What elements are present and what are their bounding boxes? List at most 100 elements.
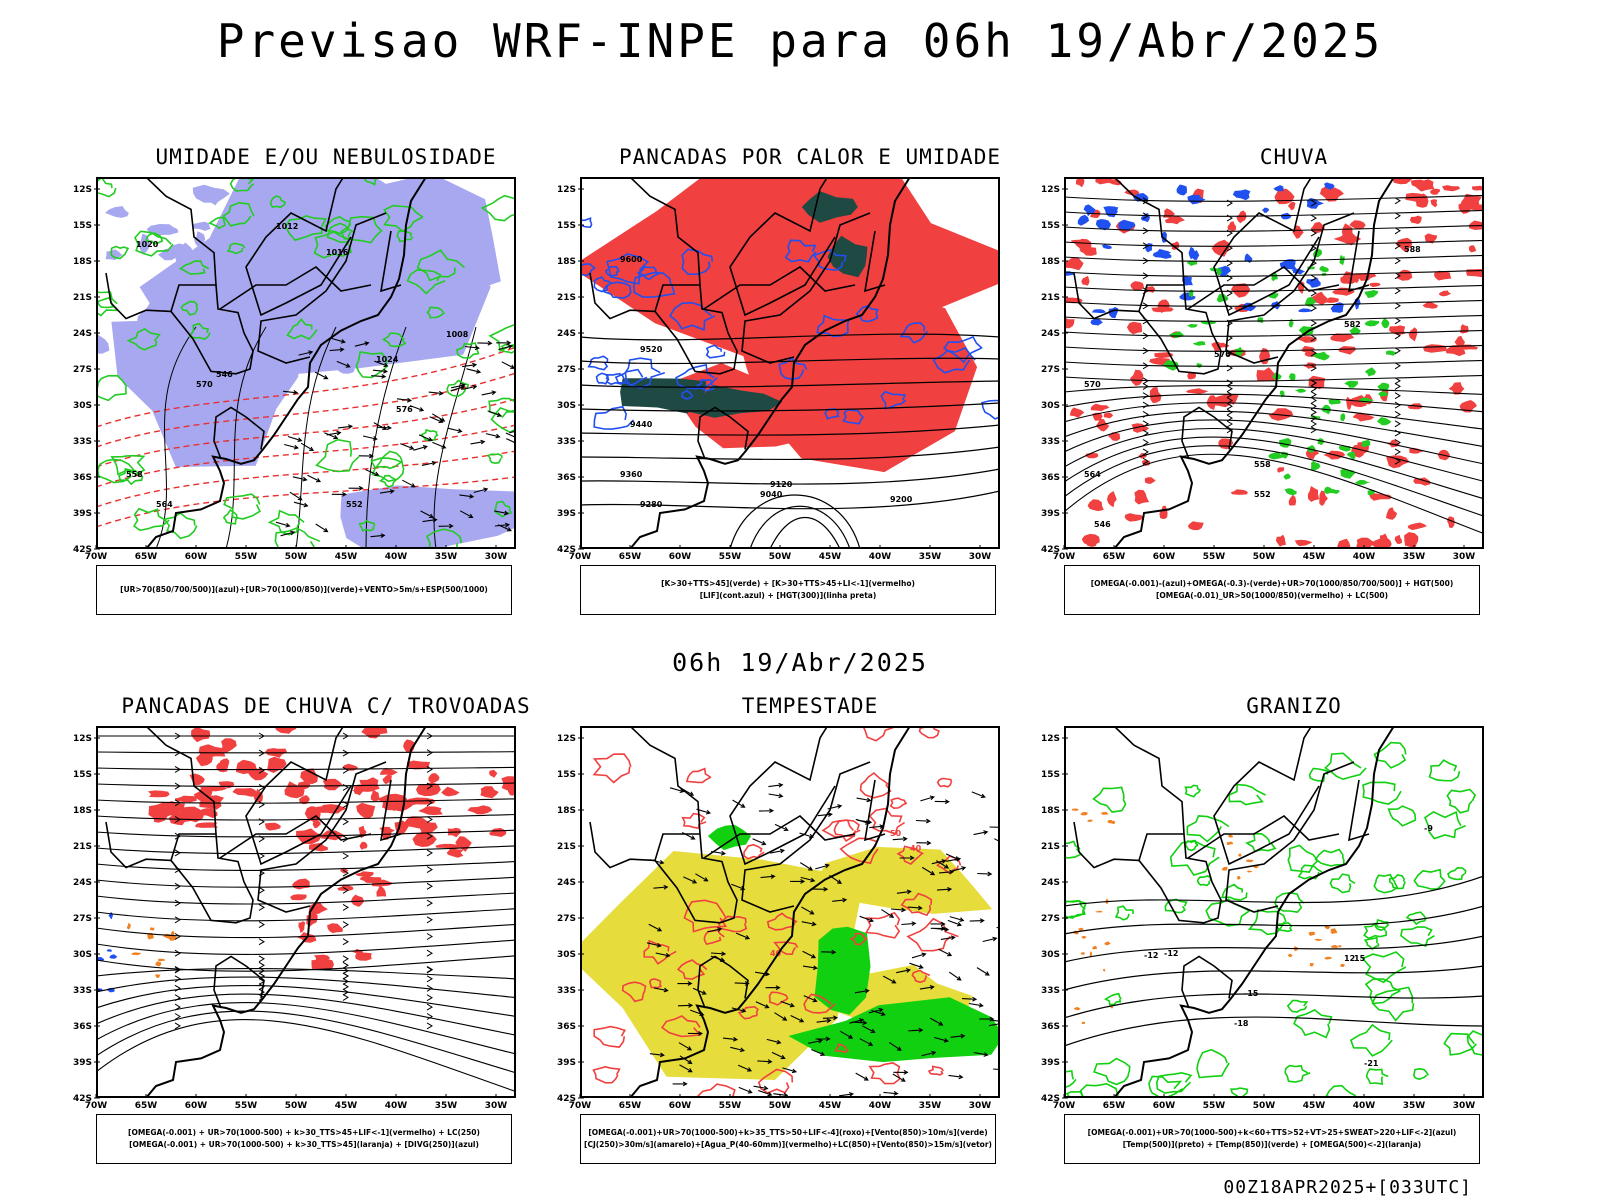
streamline	[96, 1010, 516, 1074]
flow-arrow	[1142, 197, 1149, 205]
rain-area	[1294, 539, 1313, 547]
lifted-index-contour	[587, 355, 609, 371]
flow-arrow	[258, 818, 265, 826]
lat-tick-label: 21S	[1041, 293, 1060, 303]
panel-title: PANCADAS DE CHUVA C/ TROVOADAS	[121, 694, 531, 718]
country-border	[703, 814, 856, 859]
map-umidade[interactable]: 1012 1016 1020 1024 1008 576 570 564 558 552 546 12…	[73, 177, 516, 562]
temperature-850-contour	[1164, 898, 1188, 914]
thunderstorm-area	[376, 885, 387, 897]
contour-label: 1008	[446, 330, 469, 339]
temperature-850-contour	[1314, 848, 1345, 867]
precipitable-water-contour	[593, 1025, 626, 1048]
thunderstorm-area	[370, 789, 380, 802]
flow-arrow	[1142, 272, 1149, 280]
wind-vector	[653, 884, 669, 890]
lat-tick-label: 39S	[557, 509, 576, 519]
thunderstorm-area	[147, 790, 170, 798]
wind-vector	[803, 995, 818, 1003]
low-level-humidity-contour	[180, 300, 198, 316]
legend-line: [K>30+TTS>45](verde) + [K>30+TTS>45+LI<-…	[661, 579, 915, 588]
country-border	[697, 406, 749, 460]
contour-label: 9520	[640, 345, 663, 354]
temperature-850-contour	[1363, 936, 1380, 951]
contour-label: 9280	[640, 500, 663, 509]
wind-vector	[677, 981, 693, 986]
wind-vector	[934, 799, 950, 805]
country-border	[145, 177, 217, 286]
temperature-850-contour	[1293, 1008, 1333, 1039]
map-chuva[interactable]: 588 582 576 570 564 558 552 546 12S 15S 18S 21S 24S 2…	[1041, 177, 1484, 562]
omega-500-area	[1102, 968, 1106, 972]
temperature-500-contour	[1064, 1016, 1484, 1047]
panel-title: CHUVA	[1259, 145, 1329, 169]
wind-vector	[679, 1064, 693, 1073]
low-level-humidity-contour	[269, 195, 287, 208]
temperature-850-contour	[1245, 832, 1277, 853]
low-level-humidity-contour	[267, 509, 305, 536]
rain-area	[1394, 534, 1402, 544]
legend-line: [OMEGA(-0.001) + UR>70(1000-500) + k>30_…	[129, 1140, 479, 1149]
wind-vector	[487, 410, 502, 417]
thunderstorm-area	[374, 726, 388, 735]
map-frame	[1064, 726, 1484, 1098]
panel-granizo: GRANIZO -9 -12 -12 -15 -18 -21 12 15 12S 15S 18S 21…	[1041, 694, 1544, 1174]
flow-arrow	[1142, 377, 1149, 385]
contour-label: 9360	[620, 470, 643, 479]
strong-wind-area	[788, 997, 1000, 1063]
panel-chuva: CHUVA 588 582 576 570 564 558 552 546 12S 15S 18S 2…	[1041, 145, 1544, 625]
rain-area	[1287, 201, 1296, 211]
lat-tick-label: 21S	[557, 842, 576, 852]
divergence-area	[106, 949, 112, 952]
wind-vector	[968, 1002, 984, 1008]
precipitable-water-contour	[592, 1065, 621, 1084]
flow-arrow	[342, 967, 349, 975]
map-tempestade[interactable]: 50 40 40 12S 15S 18S 21S 24S 27S 30S 33S 36S 39S 42S 7…	[557, 726, 1000, 1111]
map-granizo[interactable]: -9 -12 -12 -15 -18 -21 12 15 12S 15S 18S 21S 24S 27S 3…	[1041, 726, 1484, 1111]
wind-vector	[494, 510, 510, 516]
omega-500-area	[1089, 951, 1092, 957]
lat-tick-label: 36S	[73, 1022, 92, 1032]
wind-vector	[315, 523, 329, 533]
thunderstorm-area	[199, 795, 225, 810]
lifted-index-contour	[816, 314, 850, 338]
rain-area	[1103, 412, 1114, 419]
forecast-time-subtitle: 06h 19/Abr/2025	[672, 648, 928, 677]
wind-vector	[379, 489, 395, 494]
wind-vector	[801, 921, 817, 927]
temperature-850-contour	[1297, 864, 1323, 880]
lon-tick-label: 50W	[285, 552, 308, 562]
contour-label: 50	[890, 829, 902, 838]
flow-arrow	[342, 993, 349, 1001]
map-frame	[580, 726, 1000, 1098]
flow-arrow	[258, 988, 265, 996]
legend-line: [OMEGA(-0.001)+UR>70(1000-500)+k<60+TTS>…	[1087, 1128, 1457, 1137]
rain-area	[1230, 489, 1248, 495]
contour-label: 9120	[770, 480, 793, 489]
precipitable-water-contour	[927, 1065, 944, 1076]
rain-area	[1185, 388, 1209, 394]
country-border	[1347, 230, 1370, 293]
wind-vector	[813, 886, 829, 892]
omega-500-area	[1246, 859, 1254, 863]
streamline	[96, 751, 516, 754]
country-border	[629, 177, 701, 286]
flow-arrow	[1142, 347, 1149, 355]
low-level-humidity-contour	[222, 201, 255, 227]
omega-strong-area	[1192, 341, 1206, 346]
omega-strong-area	[1186, 260, 1198, 266]
rain-area	[1411, 179, 1429, 188]
wind-vector	[447, 427, 463, 434]
flow-arrow	[174, 916, 181, 924]
lat-tick-label: 12S	[1041, 734, 1060, 744]
map-pancadas-trovoadas[interactable]: 12S 15S 18S 21S 24S 27S 30S 33S 36S 39S 42S 70W 65W 6…	[73, 726, 516, 1111]
geopotential-height-contour	[580, 333, 1000, 341]
precipitable-water-contour	[737, 1005, 759, 1020]
precipitable-water-contour	[621, 981, 647, 1003]
rain-area	[1338, 346, 1357, 355]
wind-vector	[730, 1046, 746, 1053]
low-level-humidity-contour	[188, 322, 211, 340]
map-pancadas-calor[interactable]: 9600 9520 9440 9360 9280 9200 9120 9040 12S 15S 18…	[557, 177, 1000, 562]
country-border	[213, 406, 265, 460]
